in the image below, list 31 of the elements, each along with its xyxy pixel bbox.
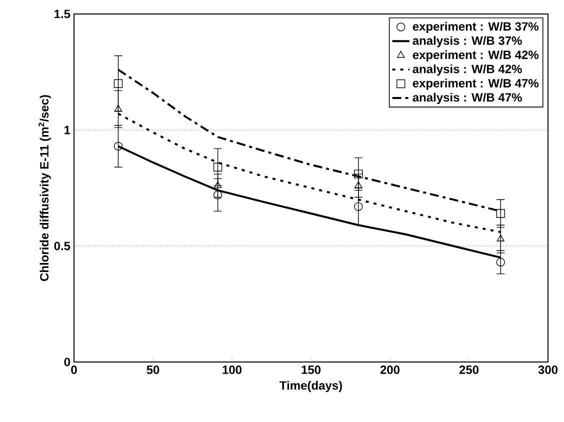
point <box>354 181 362 188</box>
x-tick-label: 200 <box>380 366 400 374</box>
point <box>213 162 222 172</box>
y-tick-label: 0 <box>64 358 70 366</box>
x-tick-label: 150 <box>302 366 321 374</box>
x-tick-label: 250 <box>459 366 479 374</box>
x-axis-title: Time(days) <box>280 380 342 392</box>
point <box>114 104 122 112</box>
y-axis-title: Chloride diffusivity E-11 (m$^{2}$/sec) <box>38 95 51 281</box>
x-tick-label: 300 <box>538 366 558 374</box>
y-tick-label: 1 <box>64 126 70 134</box>
point <box>496 258 505 267</box>
legend-label: experiment : W/B 37% <box>412 22 539 34</box>
y-tick-label: 0.5 <box>54 242 70 250</box>
legend-label: analysis : W/B 47% <box>412 92 522 104</box>
legend-label: analysis : W/B 42% <box>412 64 522 76</box>
y-tick-label: 1.5 <box>54 10 70 18</box>
x-tick-label: 50 <box>146 366 160 374</box>
point <box>496 234 504 242</box>
x-tick-label: 100 <box>222 366 242 374</box>
point <box>213 190 222 200</box>
point <box>114 142 123 151</box>
point <box>354 202 363 211</box>
point <box>214 181 222 188</box>
x-tick-label: 0 <box>71 366 77 374</box>
legend-label: analysis : W/B 37% <box>412 36 522 48</box>
legend-label: experiment : W/B 47% <box>412 78 539 90</box>
legend-label: experiment : W/B 42% <box>412 50 539 62</box>
point <box>496 209 505 218</box>
point <box>354 170 363 178</box>
point <box>114 79 123 88</box>
